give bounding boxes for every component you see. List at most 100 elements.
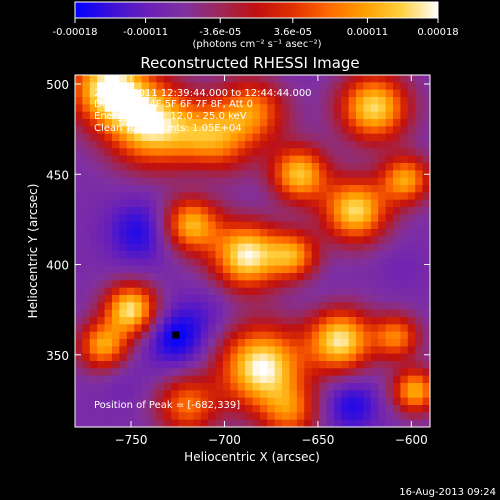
heatmap-cell [274,192,283,201]
heatmap-cell [267,258,276,267]
heatmap-cell [185,170,194,179]
heatmap-cell [282,82,291,91]
heatmap-cell [126,221,135,230]
heatmap-cell [82,412,91,421]
heatmap-cell [370,258,379,267]
heatmap-cell [259,199,268,208]
heatmap-cell [75,295,83,303]
heatmap-cell [156,397,165,406]
heatmap-cell [252,302,261,311]
heatmap-cell [171,192,180,201]
heatmap-cell [237,185,246,193]
heatmap-cell [237,126,246,135]
heatmap-cell [296,155,305,164]
heatmap-cell [252,141,261,149]
heatmap-cell [333,375,342,384]
heatmap-cell [252,111,261,120]
heatmap-cell [215,126,224,135]
heatmap-cell [252,236,261,245]
heatmap-cell [230,302,239,311]
heatmap-cell [193,75,202,83]
heatmap-cell [311,302,320,311]
heatmap-cell [119,199,128,208]
heatmap-cell [378,265,387,274]
heatmap-cell [356,119,365,127]
heatmap-cell [400,177,409,186]
heatmap-cell [363,192,372,201]
heatmap-cell [289,82,298,91]
heatmap-cell [304,141,313,149]
heatmap-cell [126,295,135,303]
heatmap-cell [97,104,106,113]
heatmap-cell [378,405,387,413]
heatmap-cell [230,126,239,135]
heatmap-cell [319,163,328,171]
heatmap-cell [200,331,209,340]
heatmap-cell [341,89,350,98]
heatmap-cell [252,163,261,171]
heatmap-cell [193,214,202,223]
heatmap-cell [370,141,379,149]
heatmap-cell [326,192,335,201]
heatmap-cell [82,287,91,296]
heatmap-cell [193,383,202,391]
heatmap-cell [385,287,394,296]
heatmap-cell [304,397,313,406]
heatmap-cell [104,397,113,406]
heatmap-cell [363,126,372,135]
heatmap-cell [333,258,342,267]
heatmap-cell [422,317,431,325]
heatmap-cell [267,104,276,113]
heatmap-cell [126,383,135,391]
heatmap-cell [200,287,209,296]
heatmap-cell [134,148,143,157]
heatmap-cell [252,199,261,208]
heatmap-cell [178,97,187,105]
heatmap-cell [148,405,157,413]
heatmap-cell [171,229,180,237]
heatmap-cell [245,177,254,186]
heatmap-cell [326,339,335,347]
heatmap-cell [348,126,357,135]
heatmap-cell [178,273,187,281]
heatmap-cell [378,258,387,267]
heatmap-cell [171,133,180,142]
heatmap-cell [333,148,342,157]
heatmap-cell [356,302,365,311]
heatmap-cell [104,353,113,362]
heatmap-cell [156,368,165,377]
heatmap-cell [422,309,431,318]
heatmap-cell [289,412,298,421]
heatmap-cell [119,368,128,377]
heatmap-cell [111,339,120,347]
heatmap-cell [393,243,402,252]
heatmap-cell [208,331,217,340]
heatmap-cell [200,295,209,303]
heatmap-cell [370,243,379,252]
heatmap-cell [141,346,150,355]
heatmap-cell [333,243,342,252]
heatmap-cell [156,280,165,289]
heatmap-cell [363,141,372,149]
heatmap-cell [274,148,283,157]
heatmap-cell [148,361,157,369]
heatmap-cell [75,324,83,333]
heatmap-cell [311,185,320,193]
heatmap-cell [274,236,283,245]
heatmap-cell [422,273,431,281]
heatmap-cell [326,390,335,399]
heatmap-cell [104,229,113,237]
heatmap-cell [230,148,239,157]
heatmap-cell [311,243,320,252]
heatmap-cell [400,375,409,384]
heatmap-cell [163,419,172,428]
heatmap-cell [111,221,120,230]
heatmap-cell [296,192,305,201]
heatmap-cell [393,273,402,281]
heatmap-cell [245,126,254,135]
heatmap-cell [193,390,202,399]
heatmap-cell [222,273,231,281]
heatmap-cell [75,104,83,113]
heatmap-cell [363,207,372,215]
heatmap-cell [178,295,187,303]
